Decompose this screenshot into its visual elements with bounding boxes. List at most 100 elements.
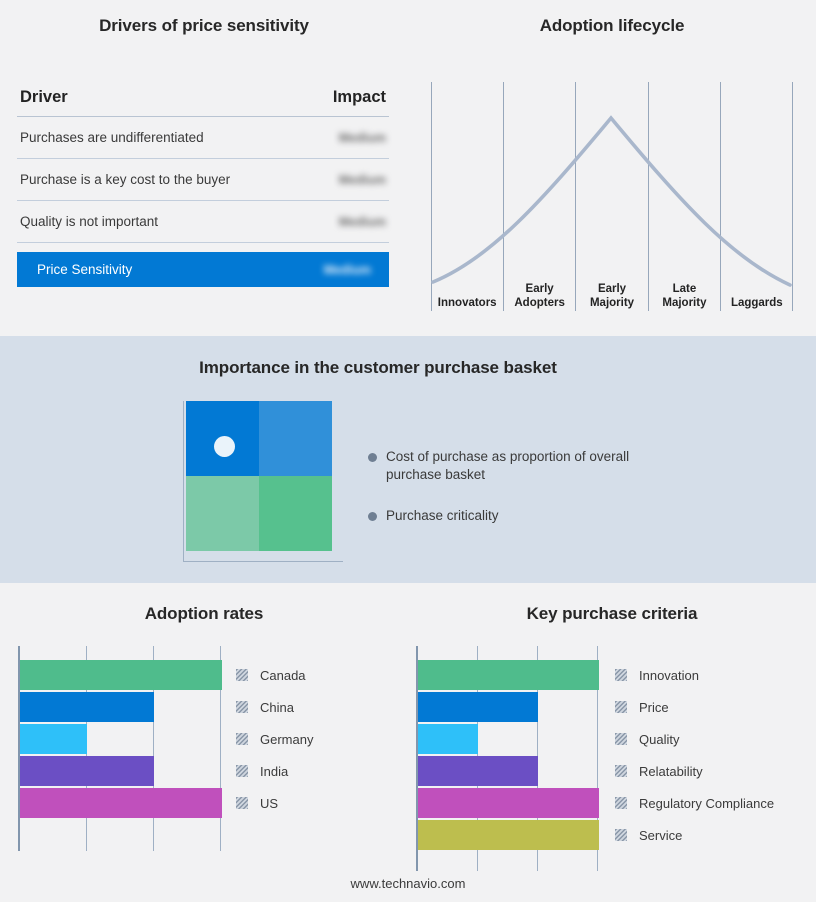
bar-service [418, 820, 599, 850]
bottom-background-band [0, 583, 816, 902]
bell-curve [431, 115, 792, 287]
adoption-rates-panel: Adoption rates Canada China Germany [0, 583, 408, 902]
key-purchase-criteria-title: Key purchase criteria [526, 604, 698, 623]
adoption-rates-legend-list: Canada China Germany India US [236, 659, 313, 819]
bar-canada [20, 660, 222, 690]
adoption-lifecycle-panel: Adoption lifecycle Innovators Early Adop… [408, 0, 816, 336]
quadrant-bottom-left [186, 476, 259, 551]
lifecycle-stage-innovators: Innovators [431, 272, 503, 312]
quadrant-y-axis [183, 401, 184, 561]
list-item: Innovation [615, 659, 774, 691]
impact-value: Medium [338, 214, 386, 229]
list-item: Cost of purchase as proportion of overal… [368, 448, 668, 484]
legend-label: Cost of purchase as proportion of overal… [386, 449, 630, 482]
table-row: Purchases are undifferentiated Medium [17, 117, 389, 159]
chart-gridline [220, 646, 221, 851]
legend-swatch-icon [236, 701, 248, 713]
table-row: Quality is not important Medium [17, 201, 389, 243]
column-header-impact: Impact [332, 88, 386, 106]
legend-label: Regulatory Compliance [639, 795, 775, 811]
bar-us [20, 788, 222, 818]
bullet-icon [368, 512, 377, 521]
bar-india [20, 756, 154, 786]
bar-innovation [418, 660, 599, 690]
adoption-rates-plot [18, 646, 222, 851]
adoption-lifecycle-title: Adoption lifecycle [539, 16, 685, 35]
stage-line-1: Early [597, 283, 627, 295]
stage-line-1: Early [525, 283, 554, 295]
legend-swatch-icon [615, 669, 627, 681]
purchase-basket-panel: Importance in the customer purchase bask… [0, 336, 816, 583]
bar-china [20, 692, 154, 722]
drivers-title: Drivers of price sensitivity [99, 16, 309, 35]
lifecycle-gridline [720, 82, 721, 311]
impact-value: Medium [338, 172, 386, 187]
bullet-icon [368, 453, 377, 462]
list-item: Relatability [615, 755, 774, 787]
stage-line-2: Innovators [437, 297, 497, 309]
drivers-panel: Drivers of price sensitivity Driver Impa… [0, 0, 408, 336]
lifecycle-gridline [792, 82, 793, 311]
list-item: Purchase criticality [368, 507, 668, 525]
list-item: India [236, 755, 313, 787]
key-purchase-criteria-bars [418, 660, 599, 852]
legend-swatch-icon [615, 797, 627, 809]
legend-label: Germany [260, 731, 314, 747]
purchase-basket-legend: Cost of purchase as proportion of overal… [368, 448, 668, 548]
legend-swatch-icon [236, 669, 248, 681]
quadrant-matrix [183, 401, 343, 573]
key-purchase-criteria-plot [416, 646, 599, 871]
bar-quality [418, 724, 478, 754]
lifecycle-stage-laggards: Laggards [721, 272, 793, 312]
legend-label: India [260, 763, 289, 779]
legend-swatch-icon [615, 701, 627, 713]
bar-germany [20, 724, 87, 754]
table-row: Purchase is a key cost to the buyer Medi… [17, 159, 389, 201]
list-item: Regulatory Compliance [615, 787, 774, 819]
legend-swatch-icon [236, 765, 248, 777]
key-purchase-criteria-panel: Key purchase criteria Innovation Price Q… [408, 583, 816, 902]
list-item: China [236, 691, 313, 723]
driver-label: Purchase is a key cost to the buyer [20, 172, 231, 187]
column-header-driver: Driver [20, 88, 68, 106]
quadrant-bottom-right [259, 476, 332, 551]
adoption-lifecycle-plot [431, 82, 793, 311]
lifecycle-gridline [503, 82, 504, 311]
quadrant-x-axis [183, 561, 343, 562]
lifecycle-gridline [575, 82, 576, 311]
chart-y-axis [416, 646, 418, 871]
quadrant-grid [186, 401, 332, 551]
price-sensitivity-summary-row: Price Sensitivity Medium [17, 252, 389, 287]
stage-line-2: Laggards [730, 297, 783, 309]
chart-gridline [153, 646, 154, 851]
list-item: Service [615, 819, 774, 851]
stage-line-2: Adopters [514, 297, 565, 309]
driver-label: Purchases are undifferentiated [20, 130, 204, 145]
stage-line-1: Late [672, 283, 697, 295]
legend-label: Purchase criticality [386, 508, 499, 523]
legend-label: Service [639, 827, 683, 843]
driver-label: Quality is not important [20, 214, 159, 229]
purchase-basket-title: Importance in the customer purchase bask… [199, 358, 557, 377]
legend-label: Canada [260, 667, 306, 683]
legend-label: Quality [639, 731, 680, 747]
price-sensitivity-label: Price Sensitivity [37, 262, 133, 277]
legend-swatch-icon [615, 829, 627, 841]
drivers-table: Driver Impact Purchases are undifferenti… [17, 88, 389, 287]
legend-label: China [260, 699, 294, 715]
list-item: US [236, 787, 313, 819]
legend-label: US [260, 795, 279, 811]
list-item: Canada [236, 659, 313, 691]
bar-price [418, 692, 538, 722]
lifecycle-stage-late-majority: Late Majority [648, 272, 720, 312]
adoption-rates-title: Adoption rates [144, 604, 264, 623]
footer-url: www.technavio.com [350, 876, 466, 891]
legend-label: Innovation [639, 667, 699, 683]
middle-background-band [0, 336, 816, 583]
adoption-rates-bars [20, 660, 222, 820]
legend-label: Relatability [639, 763, 703, 779]
legend-swatch-icon [615, 733, 627, 745]
lifecycle-gridline [648, 82, 649, 311]
stage-line-2: Majority [662, 297, 707, 309]
lifecycle-gridline [431, 82, 432, 311]
